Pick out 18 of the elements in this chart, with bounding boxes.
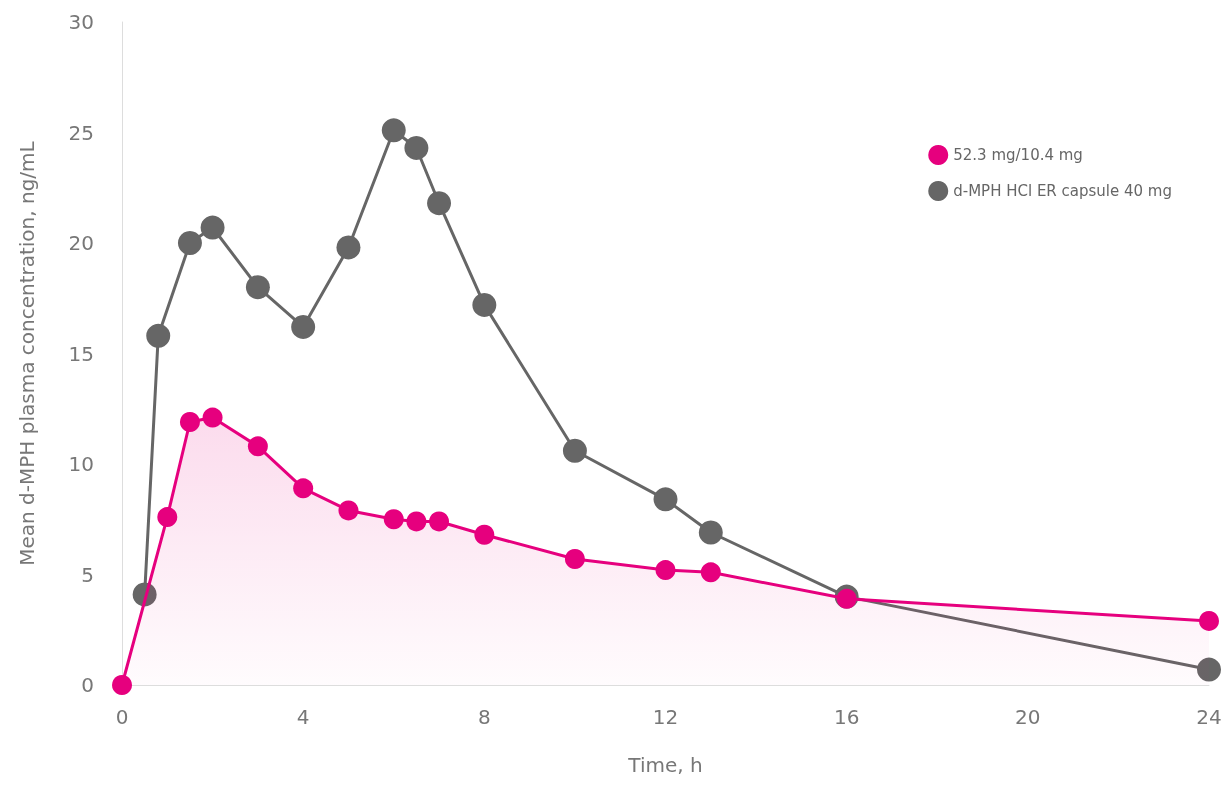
y-tick-label: 0 — [81, 673, 94, 697]
x-tick-label: 4 — [296, 705, 310, 729]
x-axis-title: Time, h — [627, 753, 703, 777]
y-tick-label: 25 — [68, 120, 94, 145]
y-axis-title: Mean d-MPH plasma concentration, ng/mL — [15, 140, 39, 566]
x-tick-label: 20 — [1015, 705, 1041, 729]
y-tick-label: 15 — [68, 341, 94, 366]
legend-label: 52.3 mg/10.4 mg — [953, 146, 1083, 164]
y-tick-label: 10 — [68, 452, 94, 476]
y-tick-label: 5 — [81, 562, 94, 587]
y-tick-label: 20 — [68, 231, 94, 255]
x-tick-label: 24 — [1196, 705, 1222, 729]
x-tick-label: 12 — [652, 705, 679, 729]
x-tick-label: 16 — [833, 705, 860, 729]
legend-label: d-MPH HCl ER capsule 40 mg — [953, 182, 1173, 200]
x-tick-label: 0 — [115, 705, 129, 729]
x-tick-label: 8 — [477, 705, 491, 729]
y-tick-label: 30 — [68, 10, 94, 34]
